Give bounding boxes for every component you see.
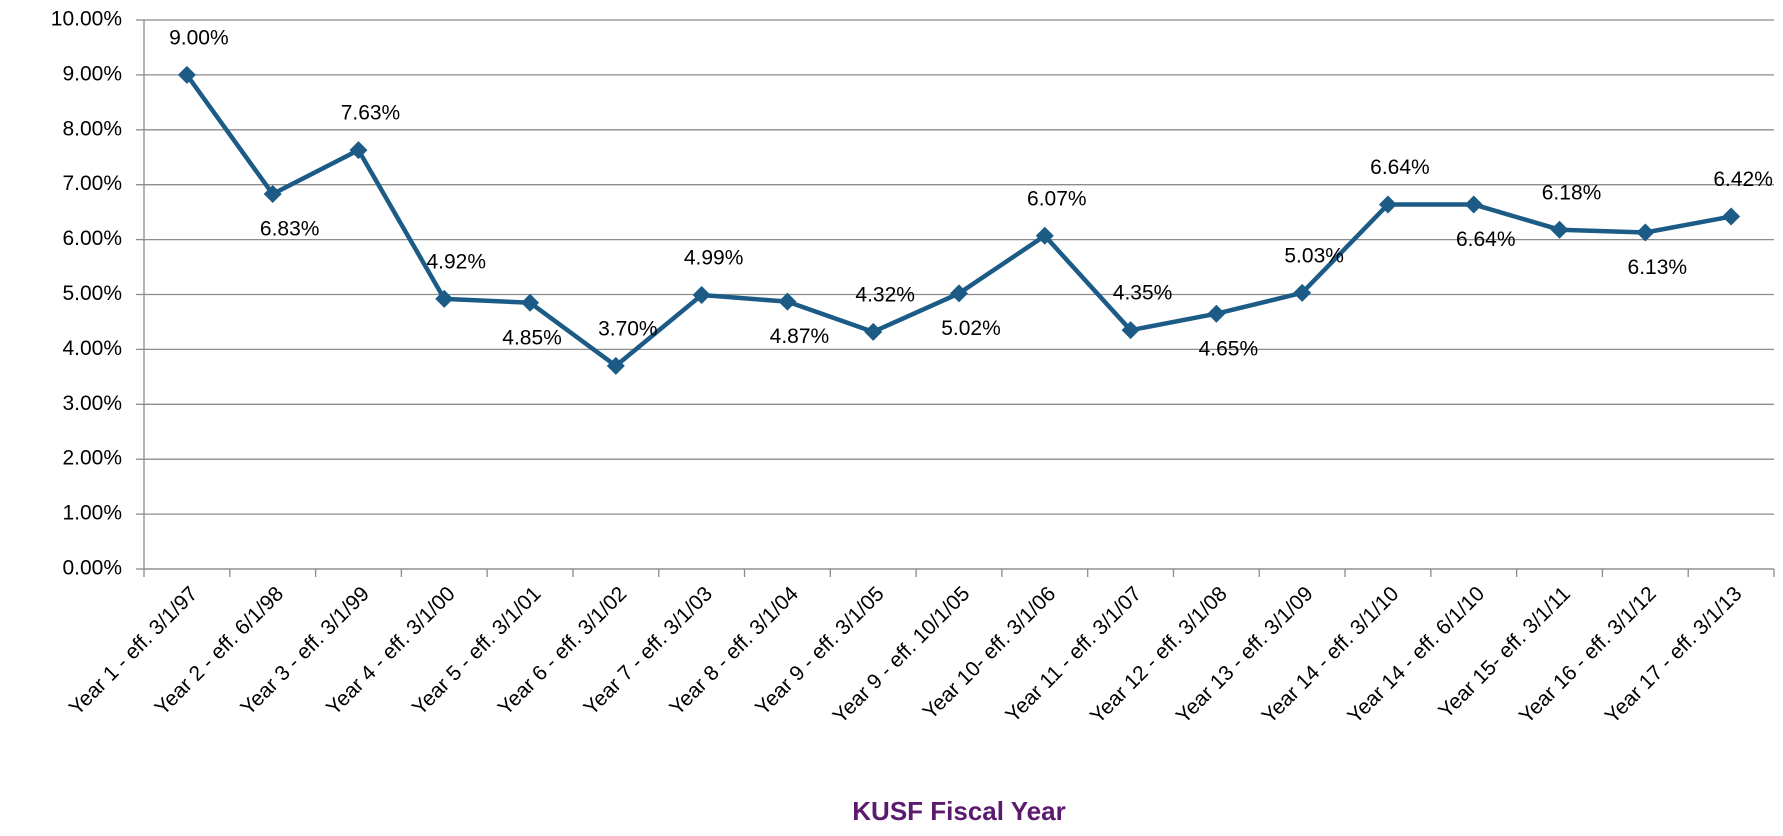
y-tick-label: 5.00% (62, 282, 122, 305)
y-tick-label: 9.00% (62, 62, 122, 85)
data-point (778, 292, 797, 311)
data-label: 3.70% (598, 317, 658, 340)
data-point (349, 141, 368, 160)
data-label: 4.99% (684, 247, 744, 270)
y-tick-label: 2.00% (62, 447, 122, 470)
y-tick-label: 4.00% (62, 337, 122, 360)
y-tick-label: 8.00% (62, 117, 122, 140)
data-label: 4.87% (770, 325, 830, 348)
data-point (864, 322, 883, 341)
data-point (1636, 223, 1655, 242)
data-label: 4.32% (855, 283, 915, 306)
y-tick-label: 7.00% (62, 172, 122, 195)
data-label: 7.63% (341, 102, 401, 125)
data-point (692, 286, 711, 305)
data-point (950, 284, 968, 303)
data-label: 4.65% (1199, 337, 1259, 360)
x-axis-title: KUSF Fiscal Year (852, 796, 1065, 826)
data-label: 4.85% (502, 326, 562, 349)
data-point (1293, 283, 1312, 302)
y-tick-label: 6.00% (62, 227, 122, 250)
data-point (1550, 220, 1569, 239)
data-point (435, 289, 454, 308)
data-label: 6.64% (1370, 156, 1430, 179)
data-point (1722, 207, 1741, 226)
data-label: 6.07% (1027, 187, 1087, 210)
data-label: 6.13% (1628, 256, 1688, 279)
data-label: 6.18% (1542, 181, 1602, 204)
y-tick-label: 10.00% (51, 8, 122, 31)
data-point (521, 293, 540, 312)
data-label: 6.42% (1713, 168, 1773, 191)
data-label: 5.02% (941, 317, 1001, 340)
data-point (1035, 226, 1054, 245)
data-label: 5.03% (1284, 244, 1344, 267)
data-point (263, 185, 282, 204)
y-tick-label: 3.00% (62, 392, 122, 415)
data-point (1378, 195, 1397, 214)
data-point (1121, 321, 1140, 340)
data-point (606, 356, 625, 375)
y-tick-label: 0.00% (62, 557, 122, 580)
data-label: 6.83% (260, 218, 320, 241)
data-label: 9.00% (169, 26, 229, 49)
data-point (1464, 195, 1483, 214)
data-label: 4.35% (1113, 282, 1173, 305)
data-label: 4.92% (426, 250, 486, 273)
data-label: 6.64% (1456, 228, 1516, 251)
y-tick-label: 1.00% (62, 502, 122, 525)
data-point (177, 65, 196, 84)
data-point (1207, 304, 1226, 323)
